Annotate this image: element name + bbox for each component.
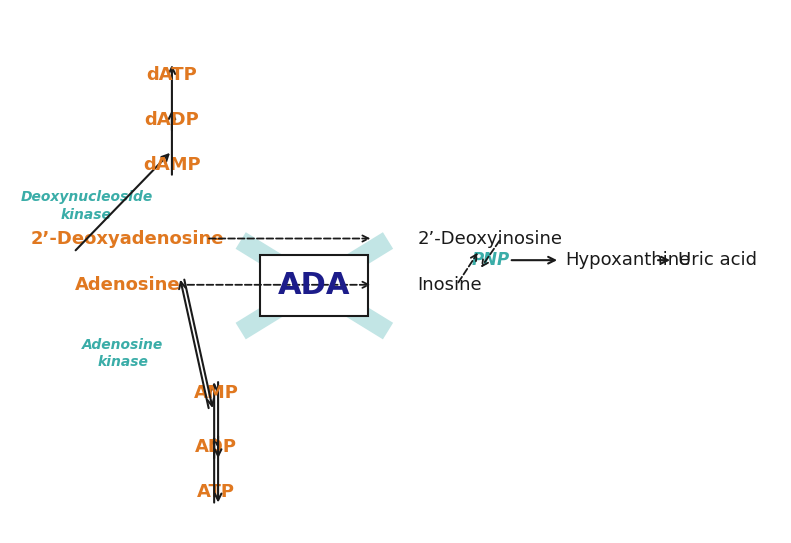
Text: AMP: AMP bbox=[194, 384, 239, 402]
Text: dAMP: dAMP bbox=[143, 156, 201, 174]
Text: Hypoxanthine: Hypoxanthine bbox=[565, 251, 690, 269]
Text: dATP: dATP bbox=[146, 66, 197, 84]
Text: Deoxynucleoside
kinase: Deoxynucleoside kinase bbox=[21, 191, 153, 222]
Text: Inosine: Inosine bbox=[418, 276, 483, 294]
Text: Uric acid: Uric acid bbox=[678, 251, 757, 269]
Text: PNP: PNP bbox=[472, 251, 510, 269]
Text: ADA: ADA bbox=[278, 272, 350, 300]
Text: Adenosine
kinase: Adenosine kinase bbox=[82, 338, 164, 369]
Text: ADP: ADP bbox=[195, 438, 237, 456]
Text: 2’-Deoxyadenosine: 2’-Deoxyadenosine bbox=[31, 230, 225, 248]
Text: 2’-Deoxyinosine: 2’-Deoxyinosine bbox=[418, 230, 562, 248]
Bar bbox=[260, 255, 369, 317]
Text: Adenosine: Adenosine bbox=[75, 276, 180, 294]
Text: dADP: dADP bbox=[145, 111, 199, 129]
Text: ATP: ATP bbox=[197, 483, 235, 501]
